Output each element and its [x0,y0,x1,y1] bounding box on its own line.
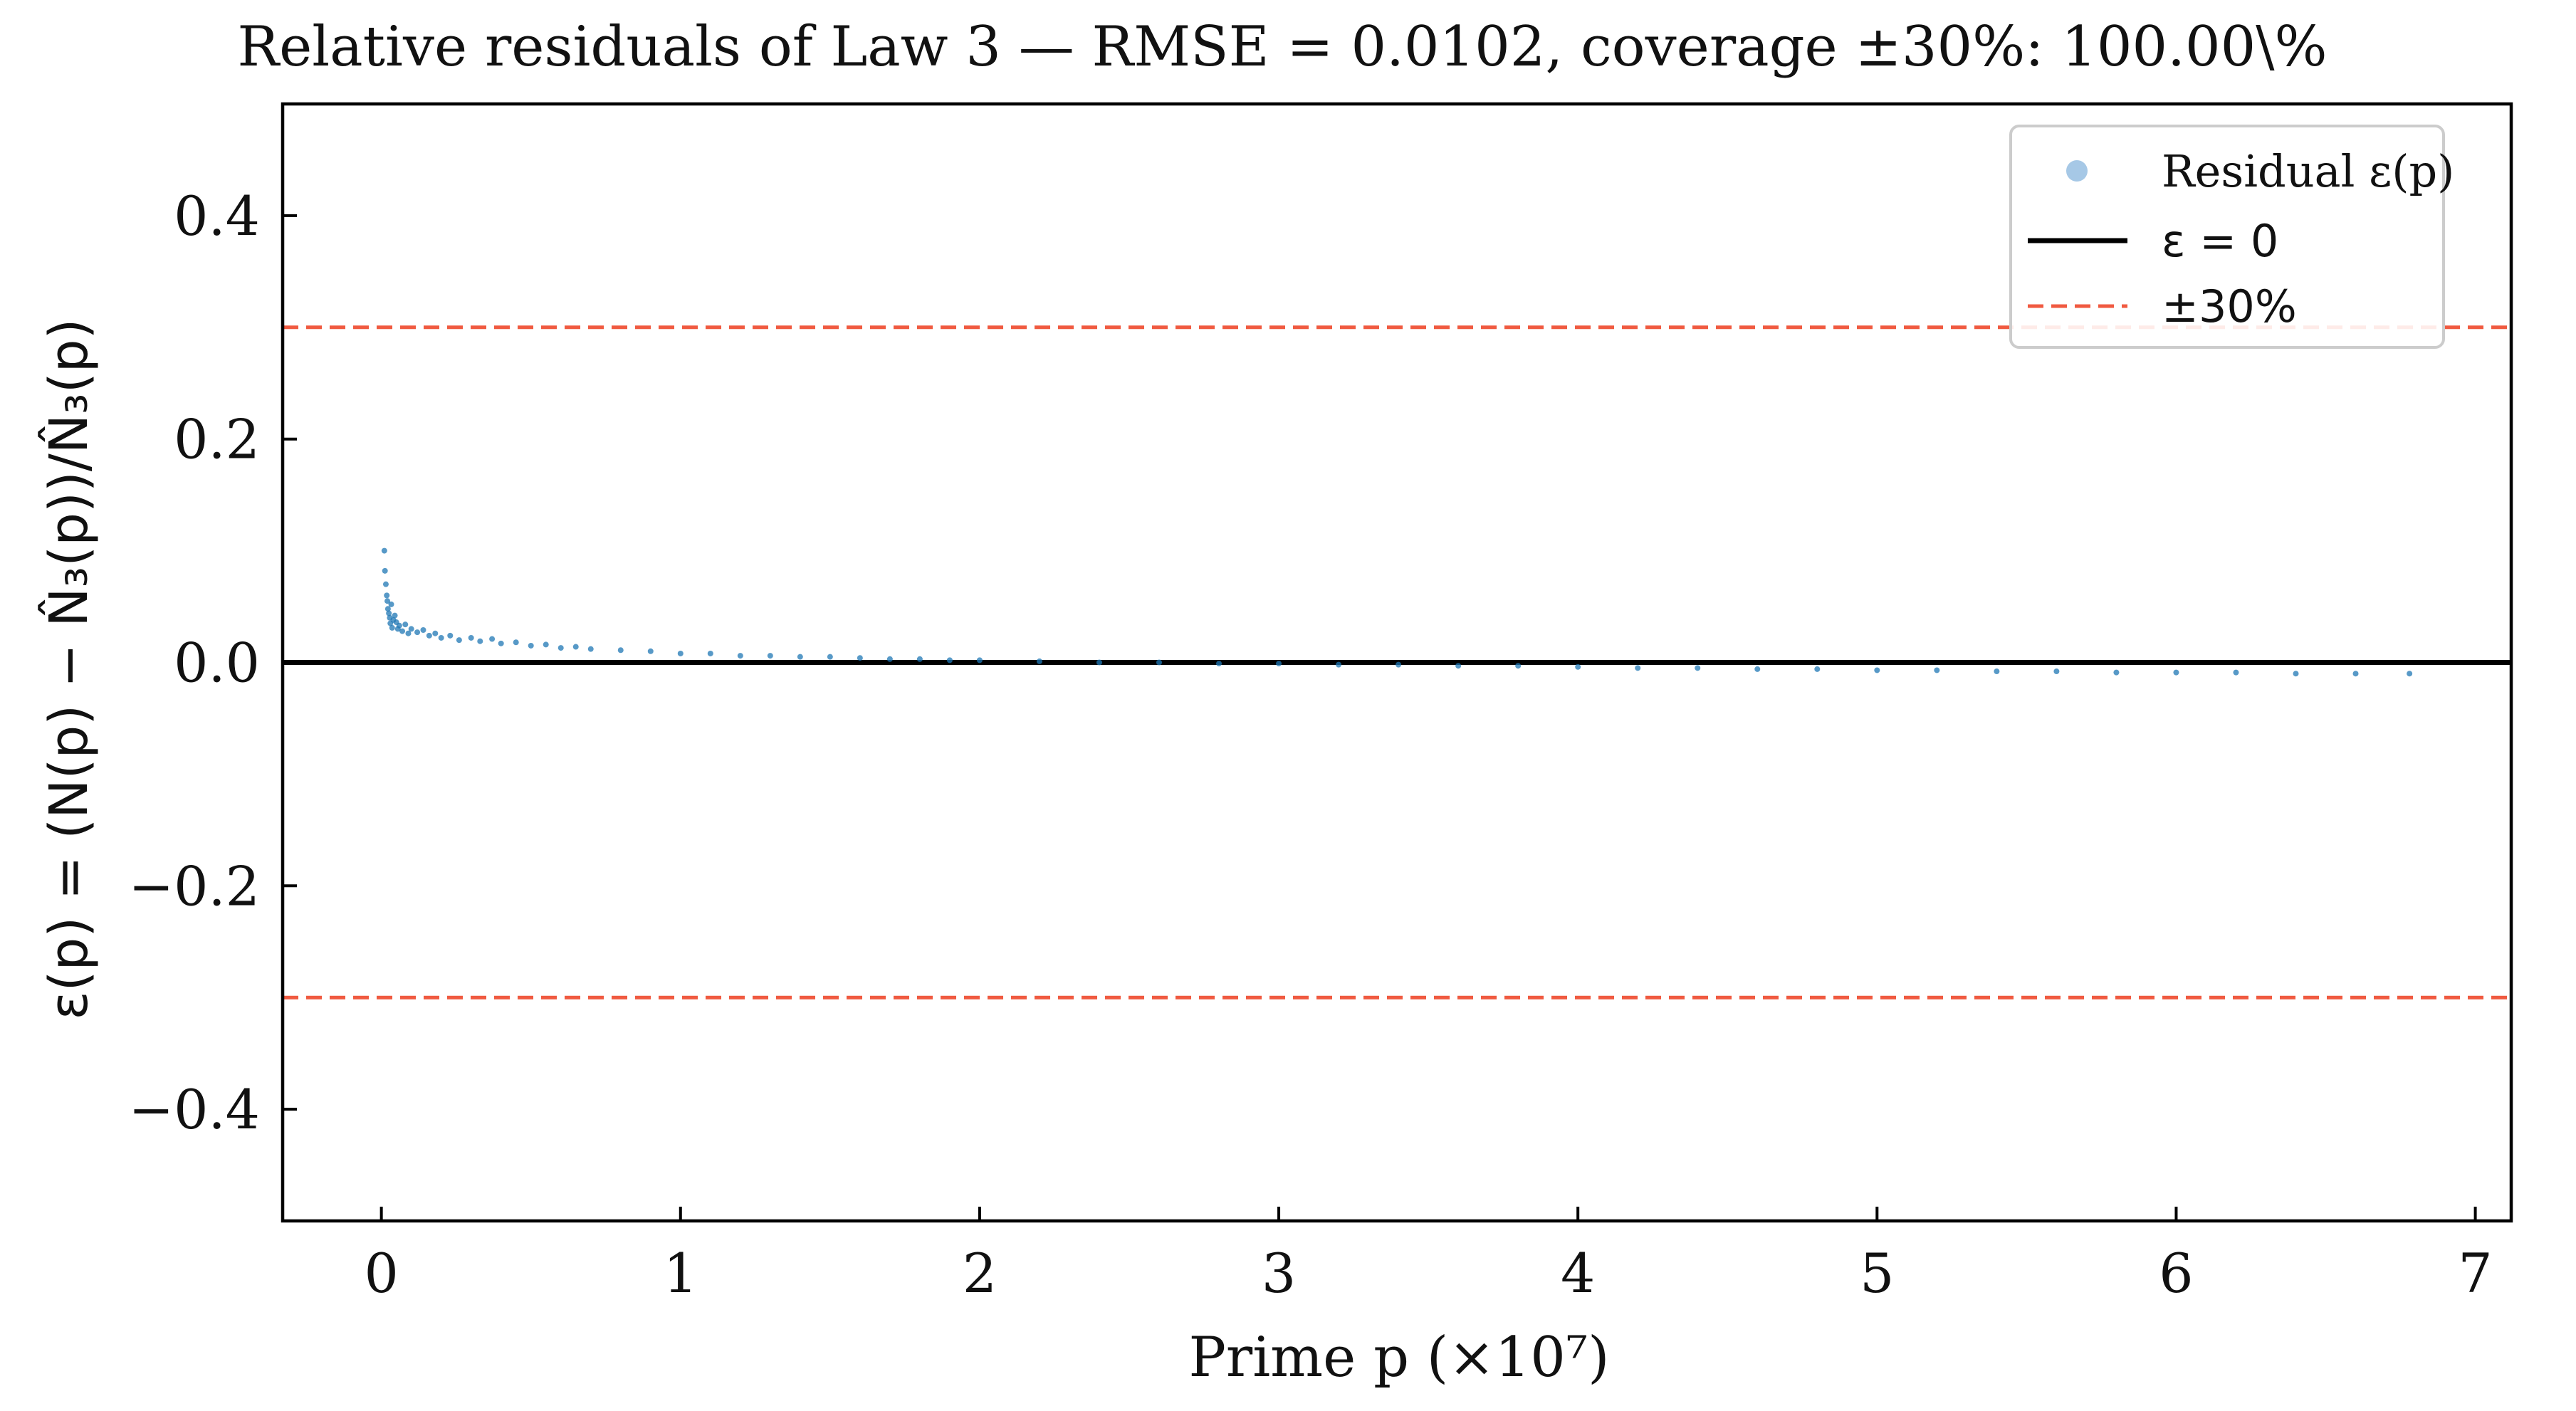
plot-area: 0 1 2 3 4 5 6 7 −0.4 −0.2 0.0 0.2 0.4 [128,102,2513,1305]
residual-point [2053,668,2060,675]
x-tick-label: 1 [664,1242,698,1305]
residual-point [477,638,483,644]
residual-point [886,656,893,662]
residual-point [2173,669,2179,676]
residual-point [386,610,392,617]
residual-point [489,636,496,642]
residual-point [1396,661,1402,668]
residual-point [528,642,534,649]
y-tick-label: 0.4 [174,184,260,248]
residual-point [1216,661,1222,667]
residual-point [402,621,409,628]
x-tick-label: 2 [963,1242,997,1305]
residual-point [2113,669,2120,676]
residual-point [1156,659,1162,666]
residual-point [405,630,412,636]
legend-label: Residual ε(p) [2162,145,2454,197]
residual-point [408,626,414,632]
residual-point [1455,663,1462,669]
residual-point [587,646,594,652]
legend-label: ±30% [2162,280,2297,332]
x-tick-label: 4 [1561,1242,1595,1305]
residual-point [1276,661,1282,667]
residual-point [456,637,462,644]
residual-point [1874,667,1880,673]
residual-point [1934,667,1940,673]
residual-point [2233,669,2239,676]
residual-point [420,626,426,633]
residual-point [1754,666,1761,672]
residual-point [543,641,549,648]
x-tick-label: 7 [2458,1242,2492,1305]
residual-point [382,567,388,574]
residual-point [916,656,923,662]
residual-point [432,630,439,636]
residual-point [617,647,624,654]
residual-point [946,657,953,663]
x-tick-label: 0 [364,1242,398,1305]
residual-point [1814,666,1821,672]
residual-point [381,547,387,554]
residual-point [2293,671,2299,677]
residual-point [382,581,389,587]
residual-point [384,606,391,612]
x-tick-label: 5 [1860,1242,1894,1305]
residual-point [1695,665,1701,671]
residual-point [976,657,983,663]
chart-title: Relative residuals of Law 3 — RMSE = 0.0… [237,15,2327,79]
residual-point [677,650,684,656]
residual-point [767,653,773,659]
y-tick-label: 0.0 [174,631,260,695]
residual-point [797,654,803,660]
y-tick-label: 0.2 [174,408,260,471]
residual-point [572,644,579,650]
residual-point [2407,671,2413,677]
residual-point [707,650,713,656]
residual-point [426,632,432,639]
residual-point [1096,659,1102,666]
residual-point [857,655,863,661]
residual-point [1336,661,1342,668]
residual-point [647,648,654,654]
y-tick-label: −0.4 [128,1078,260,1141]
residual-point [498,640,504,646]
residual-point [447,632,454,639]
legend-label: ε = 0 [2162,215,2278,267]
residual-point [827,654,833,660]
residual-point [737,653,743,659]
residual-point [384,592,390,599]
residual-point [1994,668,2000,675]
residual-point [389,624,395,631]
legend-marker-residual [2066,160,2088,182]
residual-point [1575,663,1581,670]
x-tick-label: 6 [2159,1242,2193,1305]
residual-point [1036,658,1042,664]
legend: Residual ε(p) ε = 0 ±30% [2009,125,2454,349]
residual-point [399,628,406,634]
residual-point [392,612,398,619]
y-axis-label: ε(p) = (N(p) − N̂₃(p))/N̂₃(p) [38,318,100,1019]
residual-point [388,601,394,607]
residual-point [2352,671,2359,677]
residual-point [414,629,421,636]
residual-point [1635,665,1641,671]
y-tick-label: −0.2 [128,854,260,918]
residual-point [513,639,519,646]
residual-point [1515,663,1522,669]
residual-point [384,598,391,604]
residual-point [557,645,564,651]
legend-box [2009,125,2445,349]
residual-point [468,634,474,641]
x-axis-label: Prime p (×10⁷) [1188,1326,1609,1390]
residual-point [396,622,402,629]
x-tick-label: 3 [1262,1242,1296,1305]
residual-point [438,634,444,641]
